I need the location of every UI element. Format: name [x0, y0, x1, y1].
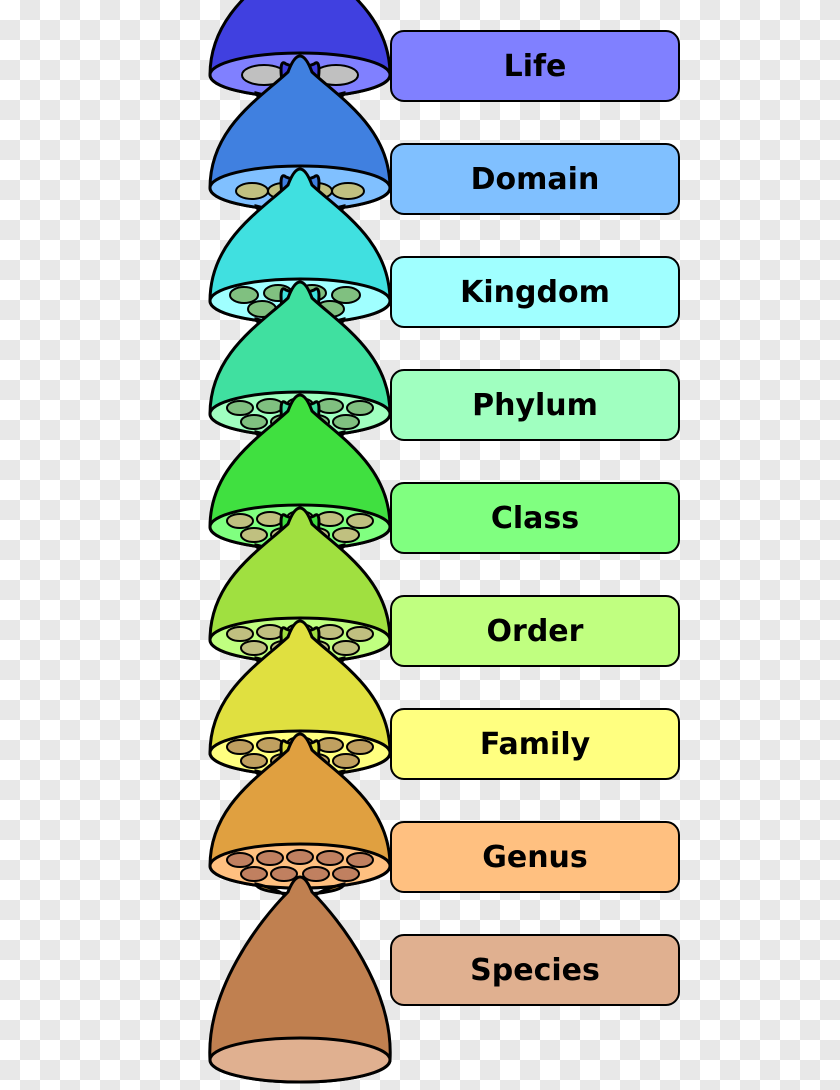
spot [333, 641, 359, 655]
spot [257, 625, 283, 639]
spot [241, 415, 267, 429]
spot [230, 287, 258, 303]
label-phylum: Phylum [390, 369, 680, 441]
spot [236, 183, 268, 199]
spot [287, 850, 313, 864]
label-text: Phylum [472, 388, 598, 423]
level-species [210, 877, 390, 1082]
spot [227, 853, 253, 867]
spot [257, 738, 283, 752]
spot [227, 627, 253, 641]
spot [271, 867, 297, 881]
spot [227, 740, 253, 754]
spot [241, 641, 267, 655]
spot [347, 401, 373, 415]
spot [257, 399, 283, 413]
spot [317, 851, 343, 865]
spot [317, 399, 343, 413]
spot [241, 754, 267, 768]
label-species: Species [390, 934, 680, 1006]
spot [227, 514, 253, 528]
label-domain: Domain [390, 143, 680, 215]
label-text: Species [470, 953, 600, 988]
spot [347, 853, 373, 867]
label-text: Class [491, 501, 579, 536]
label-text: Genus [482, 840, 588, 875]
spot [241, 528, 267, 542]
spot [317, 625, 343, 639]
label-class: Class [390, 482, 680, 554]
spot [241, 867, 267, 881]
spot [332, 183, 364, 199]
spot [333, 754, 359, 768]
label-family: Family [390, 708, 680, 780]
label-text: Life [504, 49, 567, 84]
spot [332, 287, 360, 303]
spot [257, 851, 283, 865]
spot [257, 512, 283, 526]
spot [347, 514, 373, 528]
final-dome-base [210, 1038, 390, 1082]
spot [317, 738, 343, 752]
label-text: Domain [471, 162, 600, 197]
label-life: Life [390, 30, 680, 102]
label-genus: Genus [390, 821, 680, 893]
spot [303, 867, 329, 881]
label-kingdom: Kingdom [390, 256, 680, 328]
label-text: Family [480, 727, 590, 762]
spot [347, 627, 373, 641]
spot [333, 867, 359, 881]
spot [227, 401, 253, 415]
spot [347, 740, 373, 754]
taxonomy-diagram: Life Domain Kingdom Phylum Class Order Family G… [0, 0, 840, 1090]
label-text: Order [487, 614, 584, 649]
spot [333, 528, 359, 542]
spot [333, 415, 359, 429]
label-order: Order [390, 595, 680, 667]
label-text: Kingdom [460, 275, 610, 310]
spot [317, 512, 343, 526]
